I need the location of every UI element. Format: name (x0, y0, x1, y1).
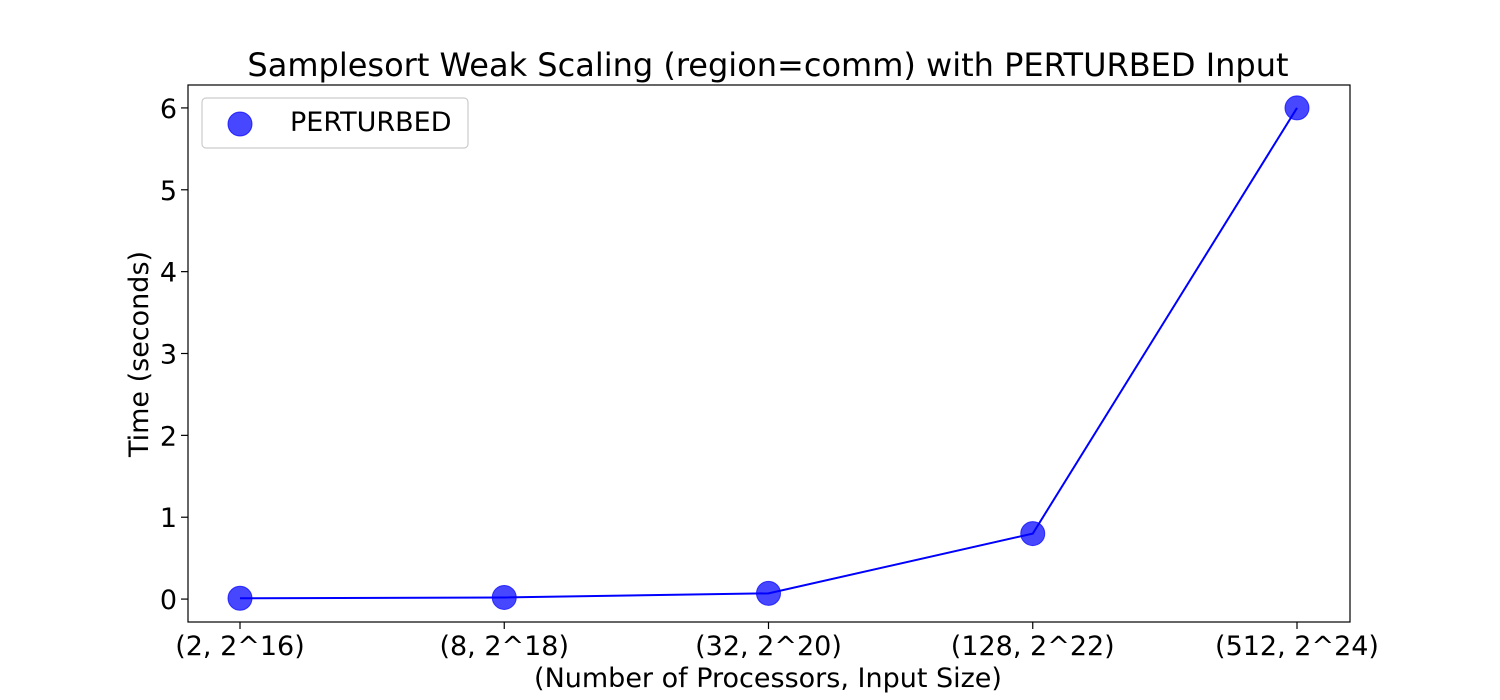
x-axis: (2, 2^16) (8, 2^18) (32, 2^20) (128, 2^22) (… (175, 622, 1379, 662)
plot-area: 0 1 2 3 4 5 6 (2, 2^16) (8, 2^18) (32, 2^20) (128… (160, 84, 1379, 662)
x-tick-label: (8, 2^18) (439, 631, 569, 662)
x-tick-label: (32, 2^20) (695, 631, 842, 662)
data-point (1020, 521, 1046, 547)
legend-label: PERTURBED (290, 107, 452, 138)
x-tick-label: (512, 2^24) (1215, 631, 1379, 662)
legend-box (201, 97, 469, 149)
legend: PERTURBED (201, 97, 469, 149)
data-point (491, 584, 517, 610)
y-axis: 0 1 2 3 4 5 6 (160, 94, 188, 616)
y-tick-label: 5 (160, 176, 177, 207)
plot-frame (187, 84, 1351, 623)
y-tick-label: 4 (160, 258, 177, 289)
y-tick-label: 3 (160, 340, 177, 371)
y-axis-label: Time (seconds) (124, 251, 155, 458)
x-tick-label: (128, 2^22) (951, 631, 1115, 662)
y-tick-label: 6 (160, 94, 177, 125)
chart-title: Samplesort Weak Scaling (region=comm) wi… (247, 46, 1288, 84)
series-line (239, 107, 1298, 600)
y-tick-label: 0 (160, 585, 177, 616)
data-point (227, 585, 253, 611)
y-tick-label: 1 (160, 503, 177, 534)
x-tick-label: (2, 2^16) (175, 631, 305, 662)
data-point (1284, 95, 1310, 121)
x-axis-label: (Number of Processors, Input Size) (534, 663, 1002, 694)
legend-marker (227, 111, 253, 137)
y-tick-label: 2 (160, 421, 177, 452)
data-point (756, 580, 781, 606)
series-layer (227, 95, 1310, 611)
